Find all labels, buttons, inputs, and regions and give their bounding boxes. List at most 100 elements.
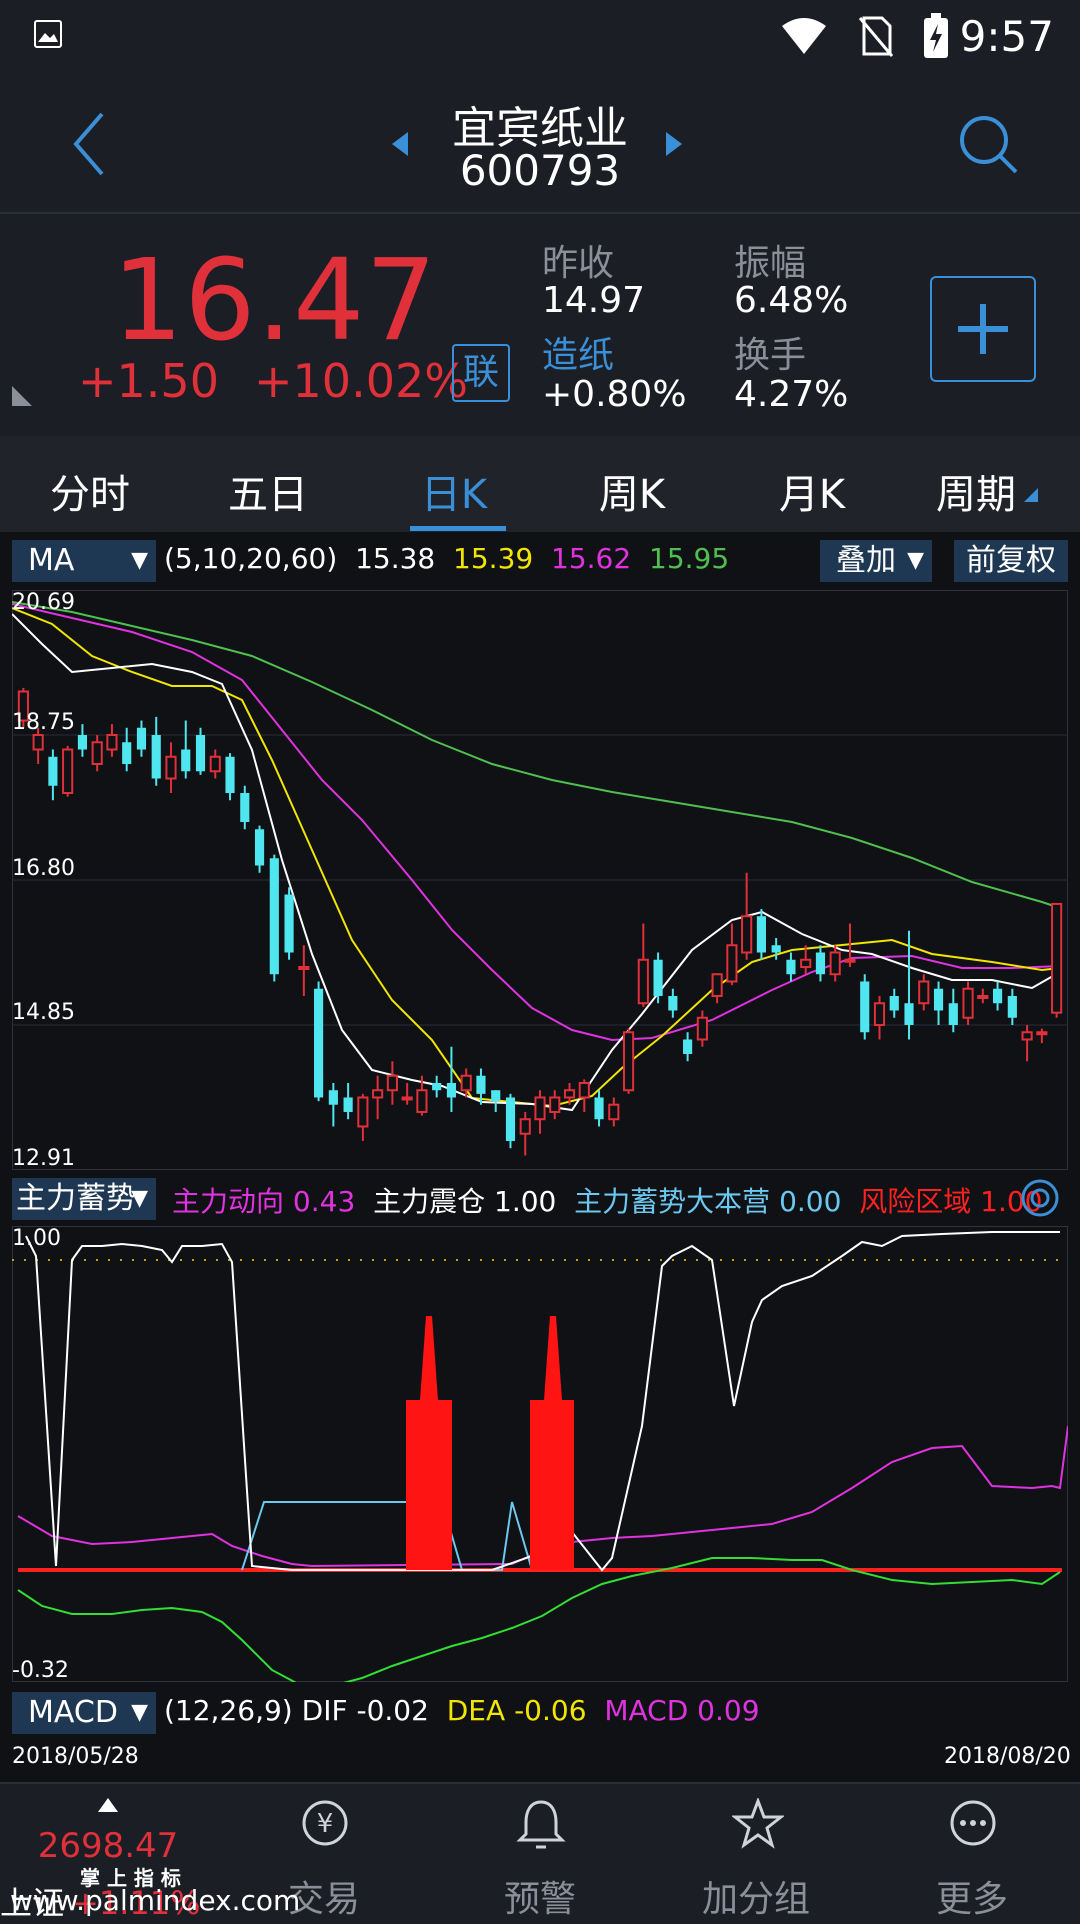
stock-name: 宜宾纸业 [452, 103, 628, 154]
macd-selector[interactable]: MACD ▼ [12, 1692, 156, 1734]
l1-name: 主力动向 [172, 1185, 285, 1218]
chevron-down-icon: ▼ [131, 548, 148, 573]
nav-add-group[interactable]: 加分组 [648, 1784, 864, 1922]
candle-body [563, 1089, 576, 1099]
chevron-down-icon: ▼ [907, 548, 924, 573]
candle-body [977, 994, 989, 999]
candle-body [904, 1003, 914, 1025]
tab-five-day[interactable]: 五日 [228, 472, 308, 518]
indicator-selector[interactable]: 主力蓄势 ▼ [12, 1178, 156, 1220]
dif-label: DIF [301, 1694, 348, 1727]
candle-body [711, 973, 723, 997]
tab-intraday[interactable]: 分时 [50, 472, 130, 518]
candle-body [77, 735, 87, 750]
white-line [25, 1231, 1060, 1572]
nav-more[interactable]: 更多 [864, 1784, 1080, 1922]
sector-label[interactable]: 造纸 [542, 335, 615, 376]
y-tick-1: 20.69 [12, 590, 75, 615]
period-dropdown-icon [1024, 488, 1038, 502]
index-change: +1.11% [72, 1884, 201, 1922]
ma5-value: 15.38 [355, 542, 436, 575]
l3-name: 主力蓄势大本营 [574, 1185, 771, 1218]
back-icon[interactable] [70, 110, 110, 178]
candle-body [993, 988, 1003, 1004]
more-icon [950, 1800, 996, 1846]
candle-body [1051, 902, 1063, 1014]
green-line [17, 1557, 1061, 1682]
candle-body [844, 958, 856, 963]
battery-charging-icon [924, 13, 948, 58]
ma60-line [12, 601, 1061, 909]
next-stock-icon[interactable] [664, 130, 684, 158]
candle-body [962, 987, 974, 1019]
candle-body [32, 734, 44, 751]
chart-area [0, 532, 1080, 1782]
macd-legend: (12,26,9) DIF -0.02 DEA -0.06 MACD 0.09 [164, 1694, 760, 1727]
watermark-text-1: 掌 上 指 标 [80, 1866, 181, 1890]
candle-body [460, 1074, 472, 1092]
candle-body [637, 958, 649, 1005]
dea-value: -0.06 [514, 1694, 587, 1727]
tab-weekly-k[interactable]: 周K [598, 472, 666, 518]
dea-label: DEA [446, 1694, 506, 1727]
candle-body [622, 1031, 635, 1092]
amplitude-label: 振幅 [734, 243, 807, 284]
macd-selector-label: MACD [28, 1695, 118, 1730]
candle-body [372, 1089, 384, 1099]
candle-body [476, 1075, 486, 1094]
candle-body [240, 793, 250, 823]
candle-body [683, 1039, 693, 1054]
nav-trade[interactable]: ¥ 交易 [216, 1784, 432, 1922]
candle-body [432, 1082, 442, 1091]
overlay-selector[interactable]: 叠加 ▼ [820, 540, 932, 582]
stock-header: 宜宾纸业 600793 [0, 78, 1080, 214]
ma-params: (5,10,20,60) [164, 542, 338, 575]
l4-name: 风险区域 [859, 1185, 972, 1218]
indicator-legend: 主力动向 0.43 主力震仓 1.00 主力蓄势大本营 0.00 风险区域 1.… [172, 1180, 1043, 1220]
l1-value: 0.43 [292, 1185, 356, 1218]
risk-spike-1 [406, 1316, 452, 1570]
nav-add-group-label: 加分组 [701, 1879, 810, 1920]
candle-body [918, 980, 930, 1005]
dif-value: -0.02 [356, 1694, 429, 1727]
candle-body [800, 958, 812, 968]
candle-body [357, 1096, 369, 1128]
candle-body [549, 1096, 561, 1113]
add-watchlist-button[interactable] [930, 276, 1036, 382]
magenta-line [17, 1425, 1068, 1568]
prev-stock-icon[interactable] [390, 130, 410, 158]
candle-body [269, 858, 279, 975]
l3-value: 0.00 [779, 1185, 842, 1218]
adjust-button[interactable]: 前复权 [954, 540, 1068, 582]
indicator-y-bottom: -0.32 [12, 1658, 69, 1683]
last-price: 16.47 [112, 236, 438, 366]
indicator-chart[interactable] [12, 1226, 1068, 1682]
nav-alert[interactable]: 预警 [432, 1784, 648, 1922]
ma-selector-label: MA [28, 543, 75, 578]
ma-selector[interactable]: MA ▼ [12, 540, 156, 582]
ma10-value: 15.39 [453, 542, 534, 575]
candle-body [491, 1090, 501, 1102]
indicator-settings-icon[interactable] [1020, 1178, 1060, 1218]
kline-chart[interactable] [12, 590, 1068, 1170]
candle-body [815, 952, 826, 975]
candle-body [653, 959, 663, 996]
prev-close-value: 14.97 [542, 280, 646, 321]
tab-daily-k[interactable]: 日K [420, 472, 488, 518]
ma20-value: 15.62 [551, 542, 632, 575]
active-tab-indicator [410, 526, 506, 531]
search-icon[interactable] [956, 112, 1022, 178]
candle-body [505, 1097, 516, 1141]
plus-icon [958, 304, 1008, 354]
status-bar: 9:57 [0, 0, 1080, 78]
candle-body [48, 756, 58, 786]
nav-index[interactable]: 2698.47 上证 +1.11% [0, 1784, 216, 1922]
tab-period[interactable]: 周期 [936, 472, 1016, 518]
tab-monthly-k[interactable]: 月K [778, 472, 846, 518]
candle-body [608, 1103, 620, 1121]
candle-body [756, 916, 766, 953]
candle-body [786, 959, 796, 975]
candle-body [948, 1003, 958, 1025]
linked-button[interactable]: 联 [452, 344, 510, 402]
svg-text:¥: ¥ [317, 1809, 334, 1839]
